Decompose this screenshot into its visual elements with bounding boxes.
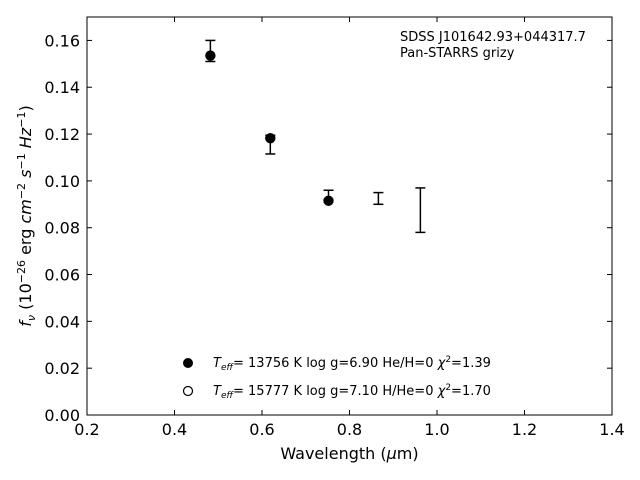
legend-1-logg: log g=6.90 [306,356,378,371]
y-tick-label: 0.08 [44,219,80,238]
x-axis-label: Wavelength (μm) [280,444,418,463]
y-tick-label: 0.00 [44,406,80,425]
legend-entry-2: Teff= 15777 K log g=7.10 H/He=0 χ2=1.70 [213,383,491,401]
annotation-line-1: SDSS J101642.93+044317.7 [400,30,586,45]
y-tick-label: 0.04 [44,312,80,331]
legend-2-chi: 1.70 [462,384,491,399]
legend-entry-1: Teff= 13756 K log g=6.90 He/H=0 χ2=1.39 [213,355,491,373]
y-tick-label: 0.12 [44,125,80,144]
y-axis-label: fν (10−26 erg cm−2 s−1 Hz−1) [15,105,38,326]
legend-marker-filled [183,358,193,368]
legend-1-model: 13756 K [248,356,302,371]
x-tick-label: 0.2 [74,420,99,439]
y-tick-label: 0.06 [44,266,80,285]
legend-2-logg: log g=7.10 [306,384,378,399]
legend: Teff= 13756 K log g=6.90 He/H=0 χ2=1.39 … [182,355,491,401]
model-point-filled [205,50,216,61]
data-points [205,50,334,206]
y-tick-label: 0.10 [44,172,80,191]
legend-1-comp: He/H=0 [382,356,433,371]
legend-marker-open [182,385,194,397]
legend-2-model: 15777 K [248,384,302,399]
model-point-filled [265,133,276,144]
x-tick-label: 1.2 [512,420,537,439]
legend-1-chi: 1.39 [462,356,491,371]
annotation-line-2: Pan-STARRS grizy [400,46,515,61]
x-tick-label: 0.4 [162,420,187,439]
plot-frame [86,16,613,416]
error-bars [205,39,426,234]
axis-ticks: 0.2 0.4 0.6 0.8 1.0 1.2 1.4 0.00 0.02 0.04 0.06 0.0… [44,17,625,439]
legend-2-comp: H/He=0 [382,384,433,399]
y-tick-label: 0.02 [44,359,80,378]
y-tick-label: 0.14 [44,78,80,97]
x-tick-label: 1.0 [424,420,449,439]
x-tick-label: 1.4 [599,420,624,439]
y-tick-label: 0.16 [44,31,80,50]
x-tick-label: 0.6 [249,420,274,439]
model-point-filled [323,195,334,206]
x-tick-label: 0.8 [337,420,362,439]
